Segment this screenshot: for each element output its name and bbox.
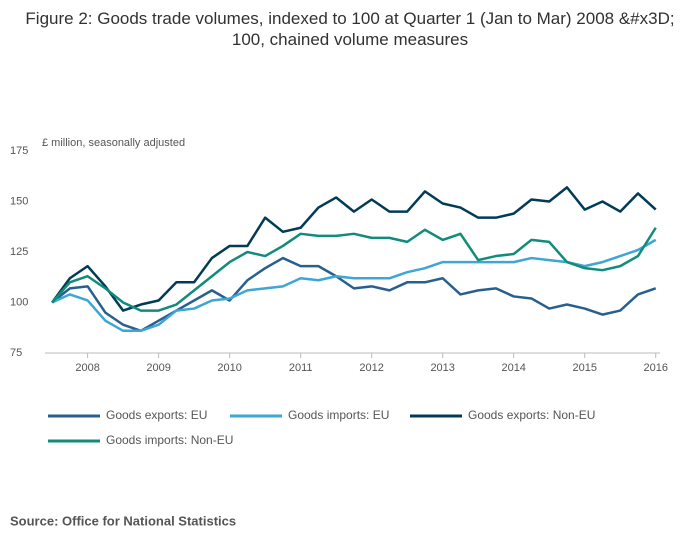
legend-label: Goods exports: EU [106,408,207,422]
y-tick-label: 150 [10,195,28,207]
x-tick-label: 2011 [289,362,313,374]
x-tick-label: 2009 [146,362,170,374]
x-tick-label: 2012 [359,362,383,374]
legend-label: Goods imports: EU [288,408,389,422]
legend-label: Goods exports: Non-EU [468,408,595,422]
x-tick-label: 2008 [75,362,99,374]
x-tick-label: 2014 [501,362,525,374]
x-tick-label: 2016 [643,362,667,374]
series-line [51,238,657,333]
source: Source: Office for National Statistics [10,513,236,528]
y-tick-label: 175 [10,145,28,157]
x-tick-label: 2013 [430,362,454,374]
legend-label: Goods imports: Non-EU [106,433,233,447]
series-line [51,227,657,312]
y-axis-label: £ million, seasonally adjusted [42,137,185,149]
x-tick-label: 2015 [572,362,596,374]
series-line [51,186,657,312]
y-tick-label: 125 [10,246,28,258]
y-tick-label: 100 [10,296,28,308]
x-tick-label: 2010 [217,362,241,374]
chart-title: Figure 2: Goods trade volumes, indexed t… [25,9,675,49]
series-line [51,256,657,333]
y-tick-label: 75 [10,347,22,359]
